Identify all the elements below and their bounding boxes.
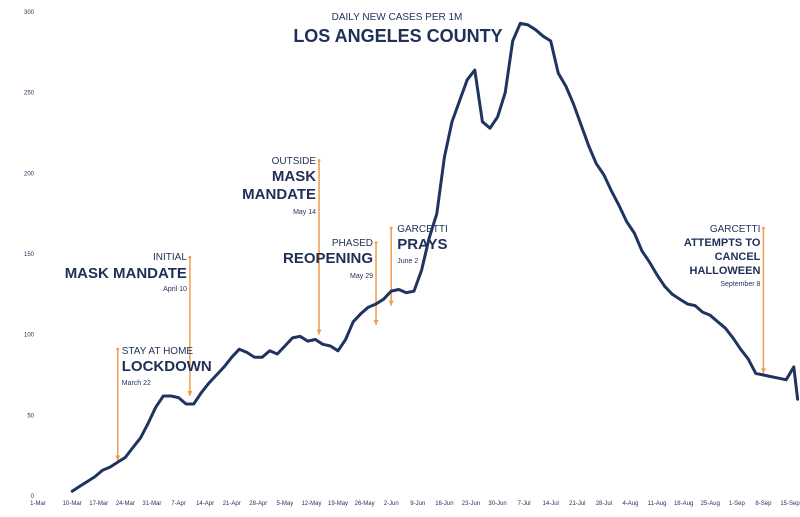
x-tick-label: 14-Apr <box>196 501 214 507</box>
annotation-top-dot <box>374 241 378 245</box>
annotation-headline: HALLOWEEN <box>690 265 761 277</box>
y-tick-label: 150 <box>24 252 35 258</box>
y-tick-label: 0 <box>31 494 35 500</box>
x-tick-label: 15-Sep <box>780 501 800 507</box>
annotation-label: GARCETTI <box>397 224 448 235</box>
x-tick-label: 14-Jul <box>543 501 559 507</box>
x-tick-label: 18-Aug <box>674 501 693 507</box>
y-tick-label: 250 <box>24 91 35 97</box>
annotation-label: GARCETTI <box>710 224 761 235</box>
x-tick-label: 5-May <box>277 501 294 507</box>
annotation-arrowhead <box>187 390 193 396</box>
annotation-date: April 10 <box>163 286 187 293</box>
series-line <box>70 21 800 493</box>
x-tick-label: 16-Jun <box>435 501 453 507</box>
annotation-top-dot <box>389 226 393 230</box>
x-tick-label: 24-Mar <box>116 501 135 507</box>
annotation-headline: ATTEMPTS TO <box>684 237 761 249</box>
x-tick-label: 7-Jul <box>518 501 531 507</box>
annotation-label: PHASED <box>332 238 373 249</box>
x-tick-label: 4-Aug <box>622 501 638 507</box>
annotation-headline: LOCKDOWN <box>122 358 212 375</box>
annotation-top-dot <box>317 159 321 162</box>
series-group <box>70 21 800 493</box>
annotation-date: September 8 <box>720 281 760 288</box>
x-tick-label: 28-Apr <box>249 501 267 507</box>
x-tick-label: 12-May <box>301 501 321 507</box>
annotation-label: INITIAL <box>153 252 187 263</box>
chart-subtitle: DAILY NEW CASES PER 1M <box>332 12 463 23</box>
x-tick-label: 23-Jun <box>462 501 480 507</box>
x-tick-label: 26-May <box>355 501 375 507</box>
annotation-label: STAY AT HOME <box>122 346 194 357</box>
y-tick-label: 300 <box>24 10 35 16</box>
annotation-top-dot <box>762 226 765 230</box>
annotation-date: May 14 <box>293 209 316 216</box>
annotation-arrowhead <box>115 455 121 461</box>
annotation-arrowhead <box>373 319 379 325</box>
x-tick-label: 21-Jul <box>569 501 585 507</box>
x-tick-label: 21-Apr <box>223 501 241 507</box>
annotation-headline: PRAYS <box>397 236 447 253</box>
annotation-headline: MASK MANDATE <box>65 265 187 282</box>
x-tick-label: 10-Mar <box>63 501 82 507</box>
annotation-date: March 22 <box>122 380 151 387</box>
annotation-arrowhead <box>388 300 394 306</box>
x-tick-label: 1-Mar <box>30 501 46 507</box>
annotation-top-dot <box>188 255 192 259</box>
annotation-arrowhead <box>316 329 322 335</box>
y-tick-label: 200 <box>24 171 35 177</box>
x-tick-label: 9-Jun <box>410 501 425 507</box>
annotation-headline: MANDATE <box>242 186 316 203</box>
x-tick-label: 7-Apr <box>171 501 186 507</box>
x-tick-label: 8-Sep <box>755 501 772 507</box>
x-tick-label: 19-May <box>328 501 348 507</box>
annotation-top-dot <box>116 347 120 351</box>
x-tick-label: 30-Jun <box>488 501 506 507</box>
y-tick-label: 50 <box>27 413 34 419</box>
annotation-headline: REOPENING <box>283 250 373 267</box>
annotation-label: OUTSIDE <box>272 156 317 167</box>
axes: 0 50 100 150 200 250 300 1-Mar 10-Mar 17-Mar 24-Ma… <box>24 10 800 507</box>
annotation-date: June 2 <box>397 258 418 265</box>
y-tick-label: 100 <box>24 333 35 339</box>
x-tick-label: 2-Jun <box>384 501 399 507</box>
x-tick-label: 25-Aug <box>701 501 720 507</box>
chart-title: LOS ANGELES COUNTY <box>293 26 502 46</box>
annotation-headline: MASK <box>272 168 316 185</box>
x-tick-label: 17-Mar <box>89 501 108 507</box>
annotation-arrowhead <box>760 368 766 374</box>
x-tick-label: 28-Jul <box>596 501 612 507</box>
x-tick-label: 1-Sep <box>729 501 746 507</box>
x-tick-label: 11-Aug <box>648 501 667 507</box>
annotation-date: May 29 <box>350 273 373 280</box>
annotation-headline: CANCEL <box>715 251 761 263</box>
x-tick-label: 31-Mar <box>142 501 161 507</box>
